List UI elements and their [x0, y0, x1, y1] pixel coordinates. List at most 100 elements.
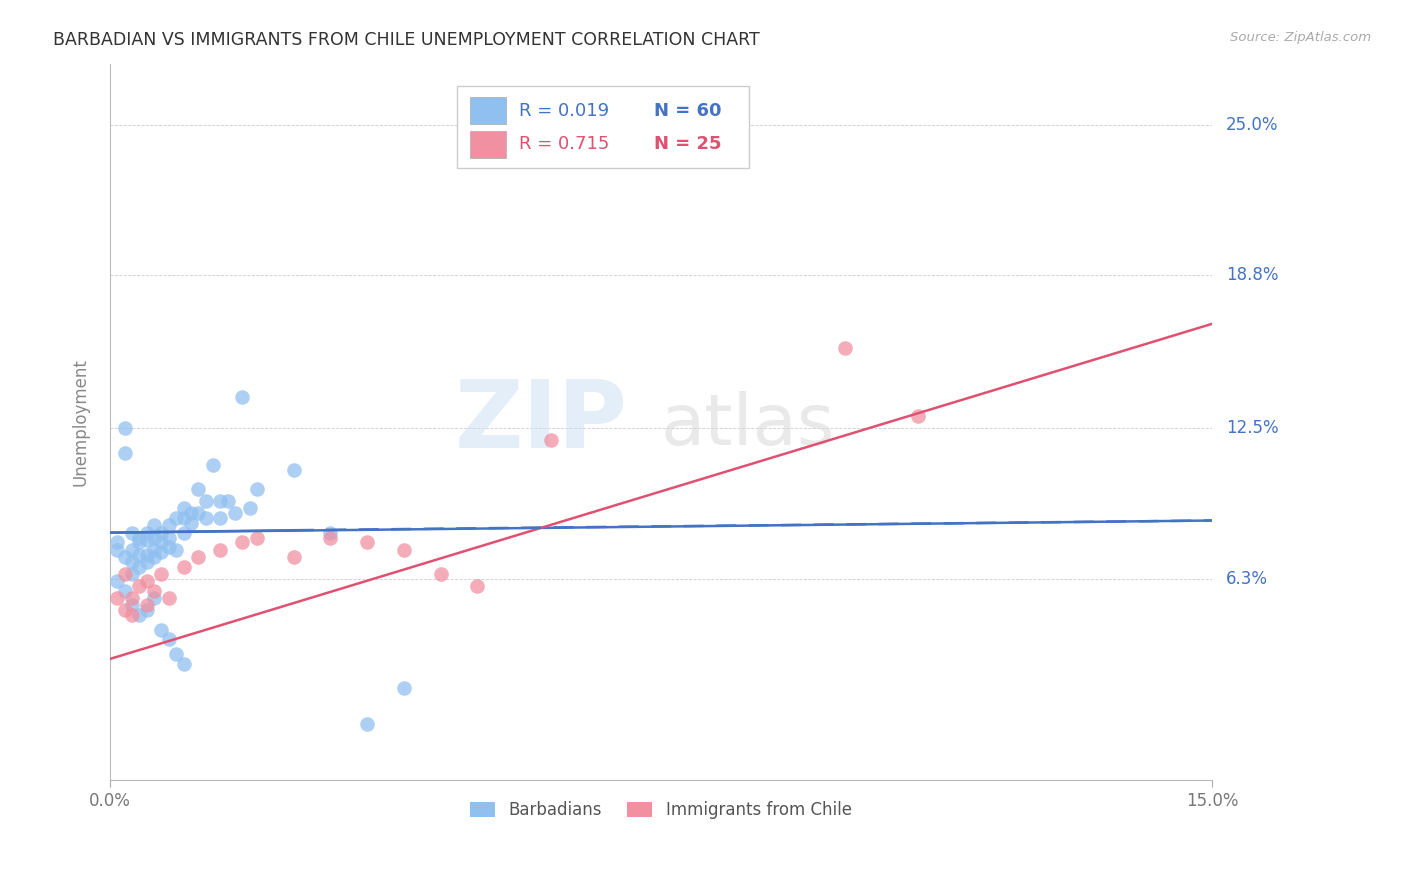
Text: BARBADIAN VS IMMIGRANTS FROM CHILE UNEMPLOYMENT CORRELATION CHART: BARBADIAN VS IMMIGRANTS FROM CHILE UNEMP… [53, 31, 761, 49]
Point [157, 540, 180, 554]
Point [128, 559, 150, 574]
Point [165, 542, 187, 557]
Point [173, 501, 195, 516]
Text: R = 0.019: R = 0.019 [519, 102, 609, 120]
Point [107, 574, 129, 589]
Point [114, 421, 136, 435]
Point [231, 390, 253, 404]
Point [150, 525, 173, 540]
Point [150, 535, 173, 549]
Point [128, 608, 150, 623]
Legend: Barbadians, Immigrants from Chile: Barbadians, Immigrants from Chile [464, 795, 858, 826]
Point [114, 549, 136, 564]
Point [173, 511, 195, 525]
Point [187, 549, 209, 564]
Text: R = 0.715: R = 0.715 [519, 136, 609, 153]
Point [150, 566, 173, 581]
Text: Source: ZipAtlas.com: Source: ZipAtlas.com [1230, 31, 1371, 45]
Point [121, 608, 143, 623]
Point [143, 549, 166, 564]
Point [135, 599, 157, 613]
Point [143, 542, 166, 557]
Point [135, 533, 157, 547]
Point [283, 549, 305, 564]
Point [135, 555, 157, 569]
Point [121, 542, 143, 557]
Point [121, 591, 143, 606]
Point [128, 548, 150, 562]
Point [217, 494, 239, 508]
Point [157, 591, 180, 606]
Point [209, 494, 232, 508]
Point [187, 482, 209, 496]
Text: 25.0%: 25.0% [1226, 116, 1278, 134]
Point [246, 531, 269, 545]
Point [392, 681, 415, 695]
FancyBboxPatch shape [471, 130, 506, 158]
Point [201, 458, 224, 472]
Point [319, 525, 342, 540]
Point [114, 603, 136, 617]
FancyBboxPatch shape [471, 97, 506, 124]
Point [150, 545, 173, 559]
Point [114, 445, 136, 459]
Point [224, 506, 246, 520]
Point [128, 535, 150, 549]
Point [907, 409, 929, 423]
Point [143, 518, 166, 533]
Point [194, 494, 217, 508]
Point [135, 574, 157, 589]
Point [135, 548, 157, 562]
Point [135, 603, 157, 617]
Point [194, 511, 217, 525]
Point [467, 579, 489, 593]
Point [209, 511, 232, 525]
Point [128, 579, 150, 593]
Point [356, 535, 378, 549]
Point [173, 559, 195, 574]
Point [319, 531, 342, 545]
Point [246, 482, 269, 496]
Point [135, 525, 157, 540]
Point [165, 511, 187, 525]
Point [157, 518, 180, 533]
Point [187, 506, 209, 520]
Point [150, 623, 173, 637]
Point [107, 535, 129, 549]
Point [392, 542, 415, 557]
Y-axis label: Unemployment: Unemployment [72, 359, 89, 486]
Point [128, 531, 150, 545]
Point [834, 341, 856, 355]
Point [143, 531, 166, 545]
FancyBboxPatch shape [457, 86, 749, 168]
Point [173, 525, 195, 540]
Point [165, 647, 187, 661]
Point [231, 535, 253, 549]
Text: ZIP: ZIP [456, 376, 628, 468]
Point [121, 566, 143, 581]
Point [143, 583, 166, 598]
Point [356, 717, 378, 731]
Point [283, 462, 305, 476]
Point [157, 531, 180, 545]
Point [121, 599, 143, 613]
Point [180, 506, 202, 520]
Point [107, 591, 129, 606]
Point [180, 516, 202, 530]
Point [114, 566, 136, 581]
Point [143, 591, 166, 606]
Text: 6.3%: 6.3% [1226, 570, 1268, 588]
Point [107, 542, 129, 557]
Text: 18.8%: 18.8% [1226, 267, 1278, 285]
Point [121, 525, 143, 540]
Point [114, 583, 136, 598]
Point [209, 542, 232, 557]
Text: N = 25: N = 25 [654, 136, 721, 153]
Text: atlas: atlas [661, 392, 835, 460]
Text: N = 60: N = 60 [654, 102, 721, 120]
Point [540, 434, 562, 448]
Point [239, 501, 262, 516]
Point [121, 555, 143, 569]
Point [173, 657, 195, 671]
Point [429, 566, 451, 581]
